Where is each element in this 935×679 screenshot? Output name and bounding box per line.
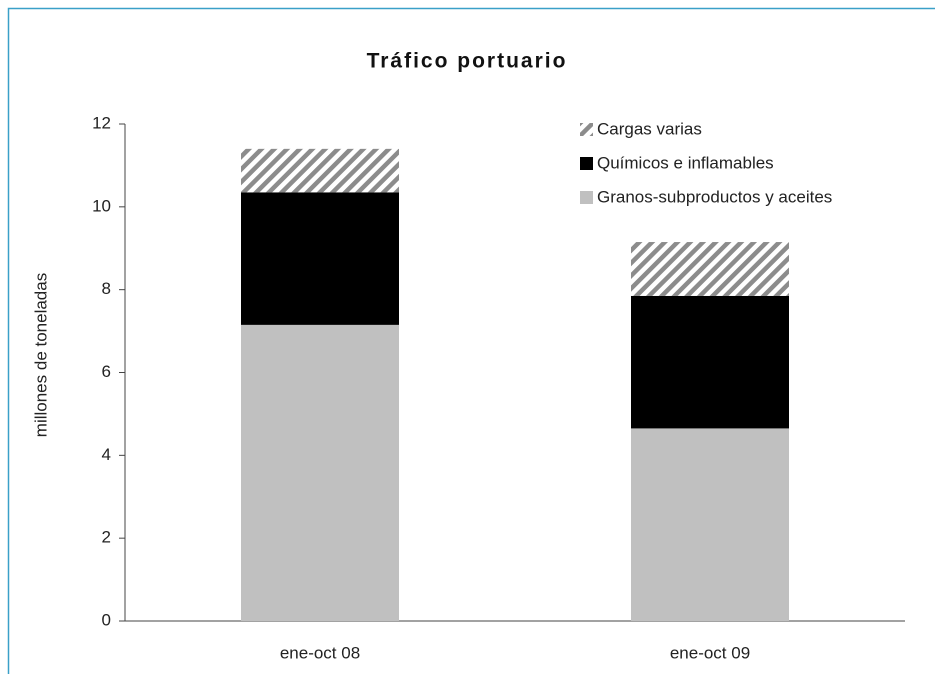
y-tick-label: 8 <box>102 279 111 298</box>
legend-swatch <box>580 191 593 204</box>
y-tick-label: 4 <box>102 445 111 464</box>
y-tick-label: 0 <box>102 610 111 629</box>
legend-label: Granos-subproductos y aceites <box>597 187 832 206</box>
legend-swatch <box>580 157 593 170</box>
y-axis-label: millones de toneladas <box>31 273 50 437</box>
frame <box>9 9 935 675</box>
y-tick-label: 10 <box>92 196 111 215</box>
x-tick-label: ene-oct 08 <box>280 643 360 662</box>
bar-segment <box>241 149 399 192</box>
y-tick-label: 12 <box>92 113 111 132</box>
y-tick-label: 2 <box>102 528 111 547</box>
legend-label: Cargas varias <box>597 119 702 138</box>
bar-segment <box>631 428 789 621</box>
x-tick-label: ene-oct 09 <box>670 643 750 662</box>
legend-swatch <box>580 123 593 136</box>
chart-title: Tráfico portuario <box>367 50 568 73</box>
y-tick-label: 6 <box>102 362 111 381</box>
legend-label: Químicos e inflamables <box>597 153 774 172</box>
bar-segment <box>631 296 789 429</box>
bar-segment <box>631 242 789 296</box>
bar-segment <box>241 325 399 621</box>
bar-segment <box>241 192 399 325</box>
